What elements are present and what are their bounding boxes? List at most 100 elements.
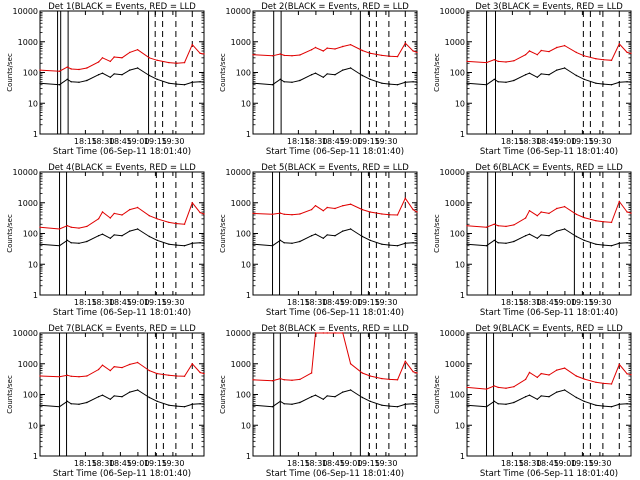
y-tick-label: 100 — [236, 391, 251, 400]
events-data-point — [156, 239, 158, 241]
events-data-point — [381, 243, 383, 245]
lld-data-point — [396, 214, 399, 216]
lld-data-point — [283, 213, 285, 215]
lld-data-point — [618, 363, 620, 366]
events-data-point — [556, 69, 558, 71]
lld-data-point — [191, 202, 193, 204]
lld-data-point — [540, 49, 542, 52]
lld-data-point — [326, 332, 328, 334]
y-tick-label: 1000 — [231, 38, 251, 47]
lld-data-point — [575, 375, 577, 377]
events-data-point — [404, 403, 406, 405]
events-data-point — [279, 400, 281, 402]
lld-data-point — [528, 371, 531, 374]
x-tick-label: 19:00 — [339, 137, 362, 146]
x-tick-label: 18:30 — [518, 298, 541, 307]
events-data-point — [113, 234, 115, 236]
detector-5-panel: 1 10 100 1000 10000 18:1518:3018:4519:0019:15… — [219, 163, 418, 318]
x-tick-label: 19:15 — [144, 137, 167, 146]
lld-data-point — [58, 228, 61, 230]
events-data-point — [129, 69, 131, 71]
lld-data-point — [156, 218, 158, 220]
events-data-point — [314, 233, 317, 235]
lld-data-point — [381, 54, 383, 57]
x-tick-label: 19:15 — [144, 298, 167, 307]
lld-data-point — [626, 51, 628, 54]
panel-title: Det 4(BLACK = Events, RED = LLD — [48, 163, 196, 173]
lld-data-point — [310, 372, 313, 374]
lld-data-point — [497, 60, 499, 63]
lld-data-point — [66, 66, 69, 68]
lld-data-point — [342, 45, 344, 48]
events-data-point — [630, 242, 632, 244]
events-data-point — [136, 389, 139, 391]
events-data-point — [524, 74, 527, 76]
lld-data-point — [548, 212, 550, 215]
events-data-point — [191, 403, 193, 405]
lld-data-point — [66, 374, 69, 376]
y-tick-label: 10 — [241, 99, 251, 108]
events-data-point — [299, 79, 301, 82]
events-data-point — [310, 396, 313, 398]
lld-data-point — [540, 372, 542, 375]
events-data-point — [493, 239, 495, 241]
events-data-point — [168, 82, 170, 84]
events-data-point — [283, 81, 285, 83]
lld-data-point — [252, 379, 254, 381]
x-axis-label: Start Time (06-Sep-11 18:01:40) — [480, 147, 618, 157]
events-data-point — [78, 242, 80, 244]
events-data-point — [199, 81, 201, 83]
lld-data-point — [556, 369, 558, 371]
lld-data-point — [485, 61, 488, 64]
events-data-point — [626, 403, 628, 405]
x-tick-label: 18:45 — [536, 459, 559, 468]
lld-data-point — [252, 54, 254, 56]
events-data-point — [349, 228, 352, 230]
lld-data-point — [493, 385, 495, 387]
y-tick-label: 100 — [23, 230, 38, 239]
x-tick-label: 18:45 — [536, 298, 559, 307]
y-tick-label: 10000 — [226, 168, 251, 177]
lld-data-point — [389, 214, 391, 216]
events-data-point — [291, 403, 293, 405]
events-data-point — [412, 403, 414, 405]
lld-data-point — [191, 363, 193, 365]
x-tick-label: 18:15 — [501, 298, 524, 307]
events-data-point — [109, 398, 112, 400]
events-data-point — [39, 243, 41, 245]
y-tick-label: 1000 — [231, 360, 251, 369]
events-data-point — [70, 242, 72, 244]
lld-data-point — [299, 378, 301, 381]
y-tick-label: 10 — [455, 99, 465, 108]
lld-data-point — [129, 208, 131, 211]
lld-data-point — [540, 211, 542, 213]
events-data-point — [271, 84, 274, 86]
lld-data-point — [497, 386, 499, 389]
lld-data-point — [109, 369, 112, 372]
events-data-point — [252, 82, 254, 84]
events-data-point — [66, 78, 69, 81]
events-data-point — [556, 391, 558, 393]
x-tick-label: 19:30 — [588, 137, 611, 146]
lld-data-point — [322, 50, 324, 52]
y-axis-label: Counts/sec — [219, 214, 227, 253]
lld-data-point — [583, 378, 585, 380]
y-tick-label: 1000 — [18, 360, 38, 369]
lld-data-point — [86, 67, 88, 69]
events-data-point — [513, 240, 515, 243]
x-tick-label: 18:45 — [109, 459, 132, 468]
events-data-point — [97, 396, 100, 398]
lld-data-point — [505, 387, 507, 389]
panel-title: Det 9(BLACK = Events, RED = LLD — [475, 324, 623, 334]
lld-data-point — [404, 42, 406, 44]
events-data-point — [168, 243, 170, 245]
events-data-point — [101, 233, 104, 235]
events-data-point — [183, 245, 186, 247]
events-data-point — [389, 244, 391, 246]
y-tick-label: 100 — [450, 230, 465, 239]
events-data-point — [540, 395, 542, 397]
y-tick-label: 100 — [450, 391, 465, 400]
x-tick-label: 18:30 — [91, 298, 114, 307]
lld-data-point — [97, 368, 100, 371]
